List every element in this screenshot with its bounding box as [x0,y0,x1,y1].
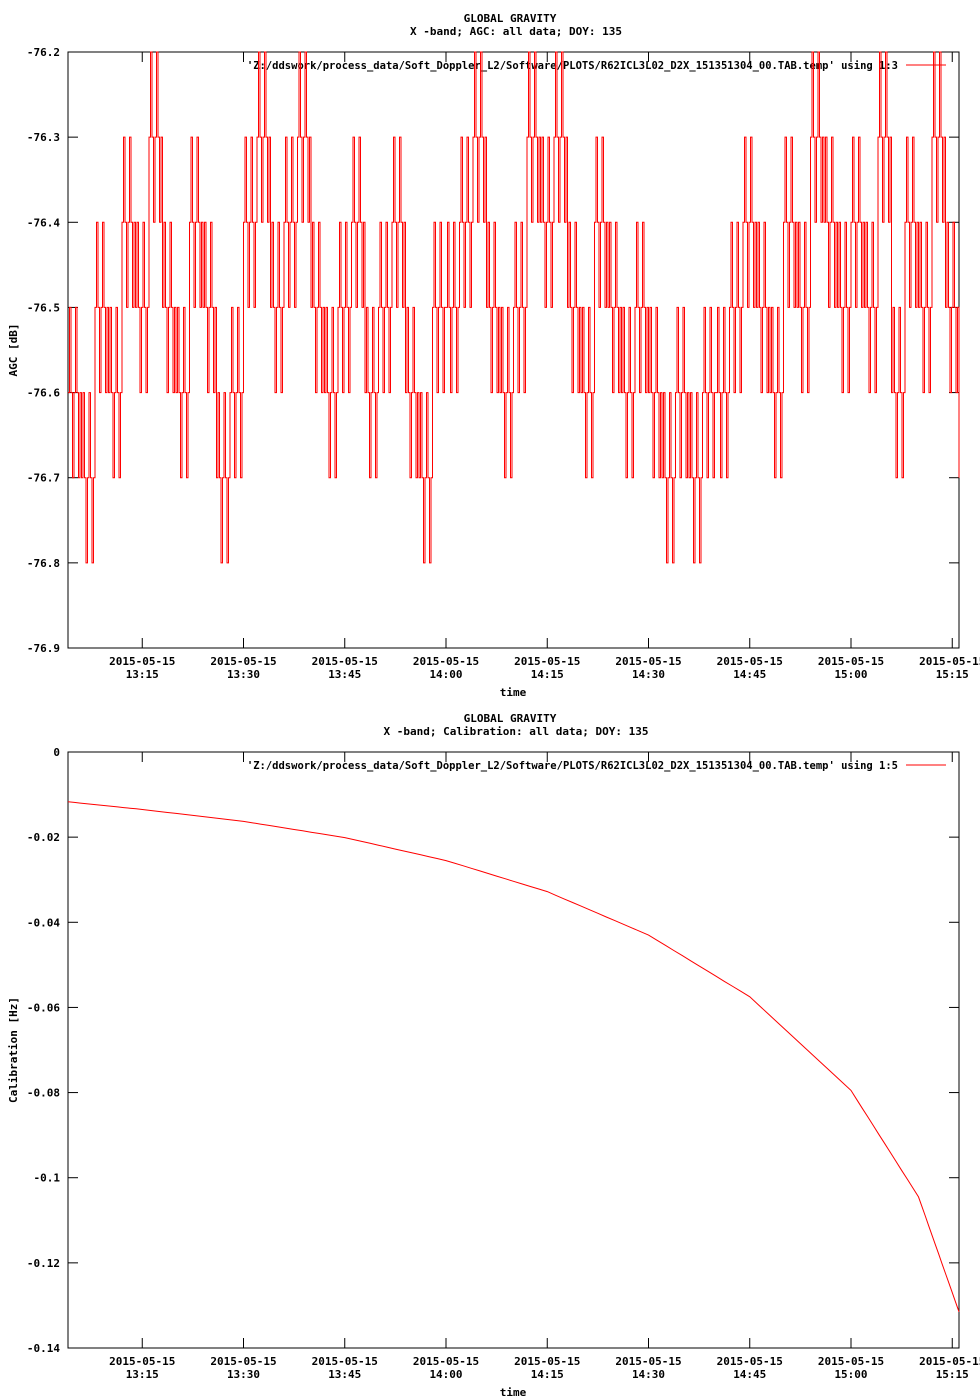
x-tick-label-date: 2015-05-15 [514,1355,580,1368]
x-tick-label-time: 14:30 [632,1368,665,1381]
y-axis-label: Calibration [Hz] [7,997,20,1103]
x-tick-label-date: 2015-05-15 [210,655,276,668]
x-tick-label-date: 2015-05-15 [514,655,580,668]
y-tick-label: -76.3 [27,131,60,144]
y-tick-label: -76.7 [27,472,60,485]
x-tick-label-date: 2015-05-15 [312,1355,378,1368]
y-tick-label: -0.04 [27,916,60,929]
x-axis-label: time [500,1386,527,1399]
x-tick-label-date: 2015-05-15 [919,655,980,668]
agc-chart: GLOBAL GRAVITY X -band; AGC: all data; DO… [7,12,980,699]
y-tick-label: -76.4 [27,216,60,229]
y-tick-label: -76.5 [27,301,60,314]
legend-label: 'Z:/ddswork/process_data/Soft_Doppler_L2… [247,60,898,72]
x-tick-label-date: 2015-05-15 [413,655,479,668]
plot-frame [67,751,960,1349]
x-tick-label-time: 14:15 [531,1368,564,1381]
x-tick-label-time: 15:15 [936,1368,969,1381]
x-tick-label-time: 14:00 [429,1368,462,1381]
x-tick-label-time: 13:30 [227,668,260,681]
x-tick-label-time: 13:30 [227,1368,260,1381]
x-tick-label-date: 2015-05-15 [109,1355,175,1368]
x-tick-label-date: 2015-05-15 [413,1355,479,1368]
y-tick-label: -0.08 [27,1087,60,1100]
chart-subtitle: X -band; Calibration: all data; DOY: 135 [384,725,649,738]
y-tick-label: -0.02 [27,831,60,844]
x-tick-label-time: 14:45 [733,668,766,681]
x-tick-label-time: 15:00 [834,668,867,681]
x-tick-label-date: 2015-05-15 [919,1355,980,1368]
x-tick-label-time: 15:15 [936,668,969,681]
y-tick-label: -0.06 [27,1001,60,1014]
x-tick-label-time: 15:00 [834,1368,867,1381]
y-axis-label: AGC [dB] [7,324,20,377]
y-tick-label: -0.1 [34,1172,61,1185]
x-tick-label-time: 14:45 [733,1368,766,1381]
x-tick-label-date: 2015-05-15 [615,655,681,668]
calibration-chart: GLOBAL GRAVITY X -band; Calibration: all … [0,700,980,1400]
chart-subtitle: X -band; AGC: all data; DOY: 135 [410,25,622,38]
x-tick-label-date: 2015-05-15 [818,1355,884,1368]
x-tick-label-time: 14:15 [531,668,564,681]
series-line [67,801,960,1312]
x-tick-label-date: 2015-05-15 [109,655,175,668]
y-tick-label: -0.12 [27,1257,60,1270]
x-tick-label-time: 13:45 [328,668,361,681]
x-tick-label-time: 13:15 [126,1368,159,1381]
y-tick-label: -0.14 [27,1342,60,1355]
chart-title: GLOBAL GRAVITY [464,712,557,725]
x-tick-label-date: 2015-05-15 [615,1355,681,1368]
chart-title: GLOBAL GRAVITY [464,12,557,25]
x-tick-label-time: 14:30 [632,668,665,681]
x-tick-label-time: 13:45 [328,1368,361,1381]
x-tick-label-date: 2015-05-15 [818,655,884,668]
x-tick-label-date: 2015-05-15 [717,655,783,668]
y-tick-label: -76.6 [27,387,60,400]
legend-label: 'Z:/ddswork/process_data/Soft_Doppler_L2… [247,760,898,772]
y-tick-label: -76.8 [27,557,60,570]
x-tick-label-date: 2015-05-15 [312,655,378,668]
x-tick-label-time: 14:00 [429,668,462,681]
x-tick-label-time: 13:15 [126,668,159,681]
series-line [68,51,960,564]
x-axis-label: time [500,686,527,699]
x-tick-label-date: 2015-05-15 [717,1355,783,1368]
x-tick-label-date: 2015-05-15 [210,1355,276,1368]
y-tick-label: 0 [53,746,60,759]
y-tick-label: -76.9 [27,642,60,655]
y-tick-label: -76.2 [27,46,60,59]
